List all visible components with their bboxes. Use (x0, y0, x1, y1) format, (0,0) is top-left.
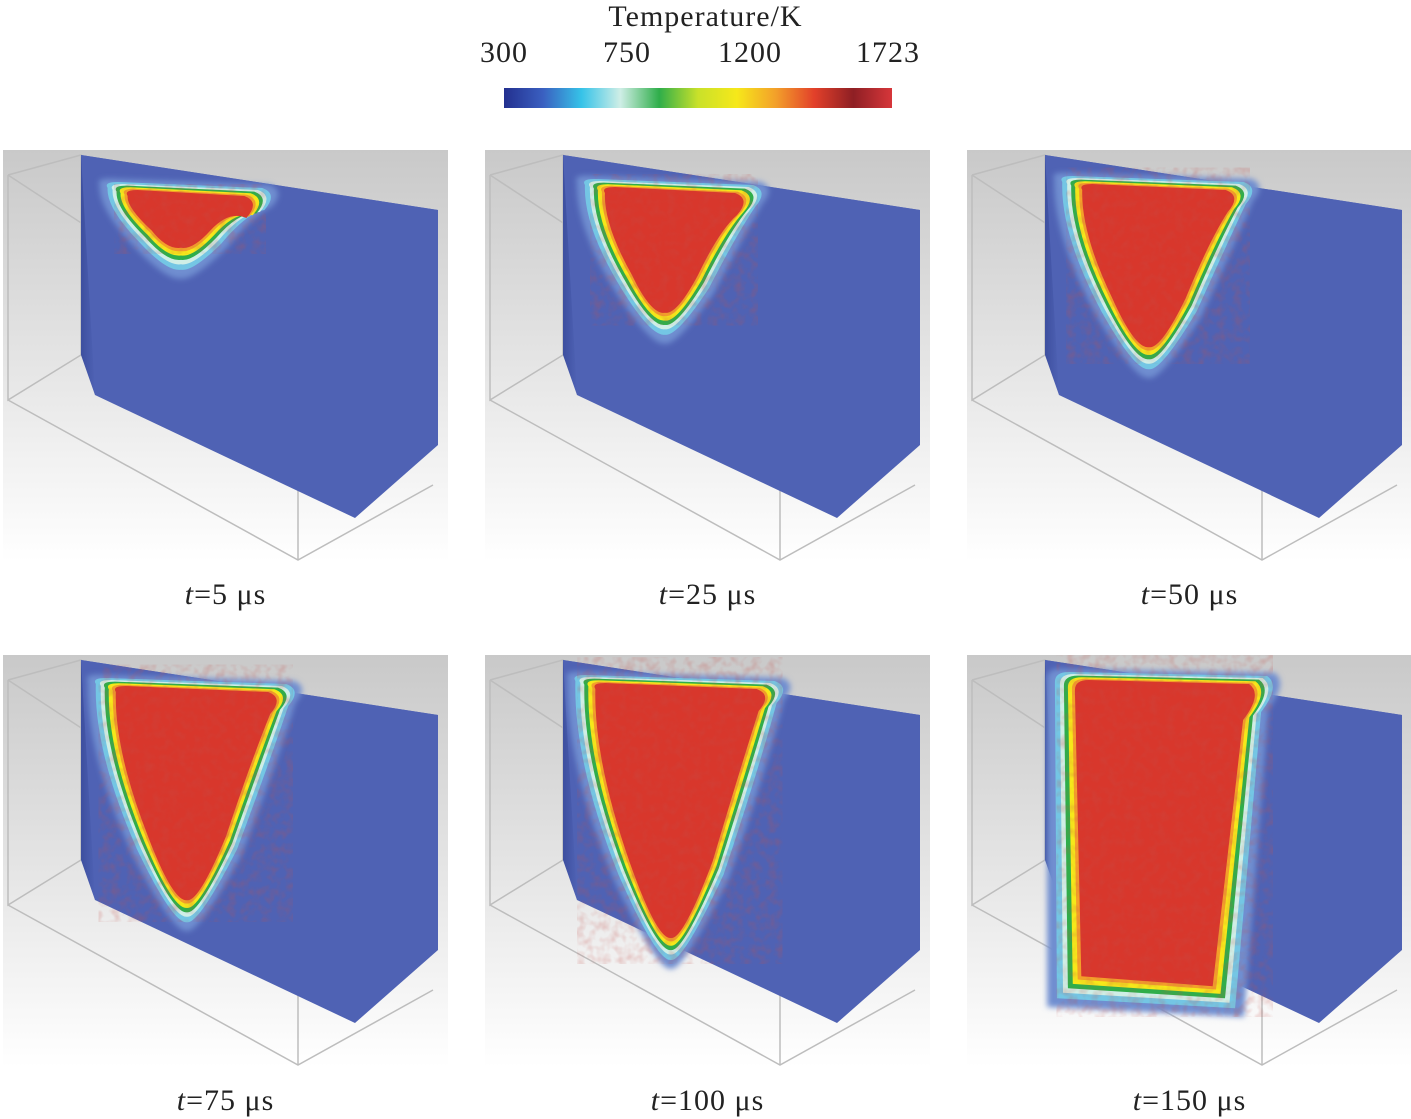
time-variable: t (176, 1084, 187, 1117)
panel-5 (485, 655, 930, 1067)
panel-caption-6: t=150 μs (967, 1084, 1411, 1118)
simulation-view-5 (485, 655, 930, 1067)
simulation-view-6 (967, 655, 1411, 1067)
time-variable: t (184, 578, 195, 611)
time-variable: t (658, 578, 669, 611)
simulation-view-4 (3, 655, 448, 1067)
colorbar-gradient (504, 88, 892, 108)
panel-caption-1: t=5 μs (3, 578, 448, 612)
panel-caption-3: t=50 μs (967, 578, 1411, 612)
melt-pool-texture (126, 190, 253, 248)
legend-tick-300: 300 (480, 36, 528, 69)
melt-pool-texture (604, 187, 744, 313)
panel-caption-2: t=25 μs (485, 578, 930, 612)
panel-1 (3, 150, 448, 562)
panel-3 (967, 150, 1411, 562)
legend-tick-750: 750 (603, 36, 651, 69)
time-value: =100 μs (660, 1084, 765, 1117)
melt-pool-texture (1074, 680, 1255, 987)
time-variable: t (1140, 578, 1151, 611)
melt-pool-texture (1081, 184, 1235, 348)
panel-6 (967, 655, 1411, 1067)
melt-pool-texture (114, 686, 277, 901)
panel-caption-5: t=100 μs (485, 1084, 930, 1118)
time-variable: t (1132, 1084, 1143, 1117)
legend-tick-1723: 1723 (856, 36, 920, 69)
simulation-view-2 (485, 150, 930, 562)
colorbar-legend: Temperature/K 300 750 1200 1723 (0, 0, 1411, 120)
panel-4 (3, 655, 448, 1067)
time-variable: t (650, 1084, 661, 1117)
simulation-view-3 (967, 150, 1411, 562)
time-value: =25 μs (668, 578, 757, 611)
legend-tick-1200: 1200 (718, 36, 782, 69)
legend-title: Temperature/K (608, 0, 803, 33)
time-value: =150 μs (1142, 1084, 1247, 1117)
panel-caption-4: t=75 μs (3, 1084, 448, 1118)
panel-2 (485, 150, 930, 562)
simulation-view-1 (3, 150, 448, 562)
time-value: =5 μs (194, 578, 267, 611)
melt-pool-texture (594, 683, 766, 939)
time-value: =75 μs (186, 1084, 275, 1117)
time-value: =50 μs (1150, 578, 1239, 611)
